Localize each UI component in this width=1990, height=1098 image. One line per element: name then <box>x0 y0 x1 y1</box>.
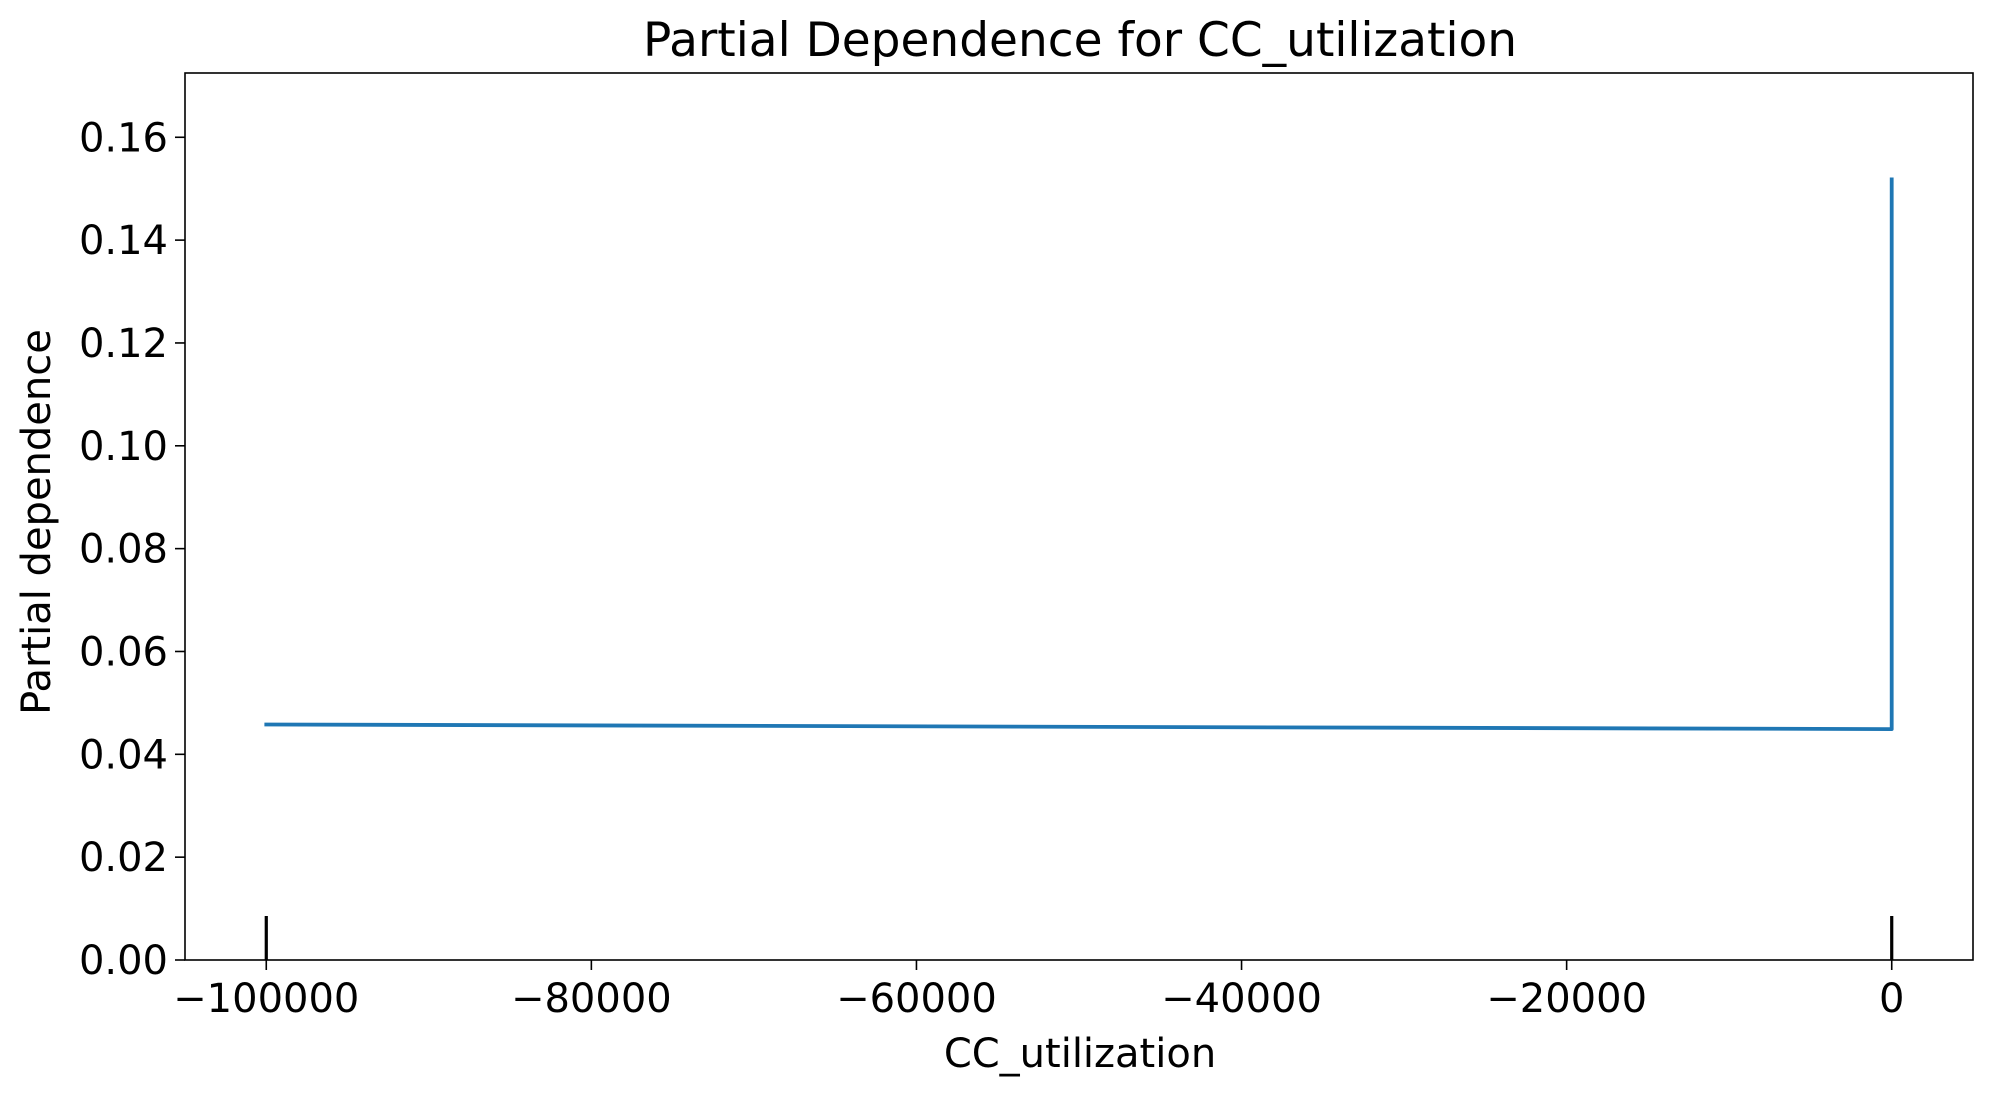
y-tick-label: 0.14 <box>79 218 168 264</box>
x-tick-label: −40000 <box>1161 976 1322 1022</box>
y-tick-label: 0.12 <box>79 321 168 367</box>
y-tick-label: 0.04 <box>79 732 168 778</box>
plot-frame <box>185 73 1973 960</box>
y-tick-label: 0.08 <box>79 527 168 573</box>
x-axis-label: CC_utilization <box>944 1031 1216 1077</box>
series-layer <box>266 179 1892 729</box>
y-axis: 0.00 0.02 0.04 0.06 0.08 0.10 0.12 0.14 0.16 <box>79 115 185 984</box>
y-tick-label: 0.00 <box>79 938 168 984</box>
x-tick-label: 0 <box>1879 976 1904 1022</box>
y-tick-label: 0.02 <box>79 835 168 881</box>
y-tick-label: 0.16 <box>79 115 168 161</box>
x-tick-label: −80000 <box>511 976 672 1022</box>
y-tick-label: 0.10 <box>79 424 168 470</box>
y-axis-label: Partial dependence <box>14 329 60 715</box>
y-tick-label: 0.06 <box>79 629 168 675</box>
plot-area <box>185 73 1973 960</box>
x-tick-label: −60000 <box>836 976 997 1022</box>
rug-layer <box>266 916 1891 960</box>
x-tick-label: −100000 <box>173 976 359 1022</box>
chart-title: Partial Dependence for CC_utilization <box>643 13 1517 68</box>
series-line-0 <box>266 179 1891 729</box>
x-axis: −100000 −80000 −60000 −40000 −20000 0 <box>173 960 1904 1022</box>
x-tick-label: −20000 <box>1486 976 1647 1022</box>
